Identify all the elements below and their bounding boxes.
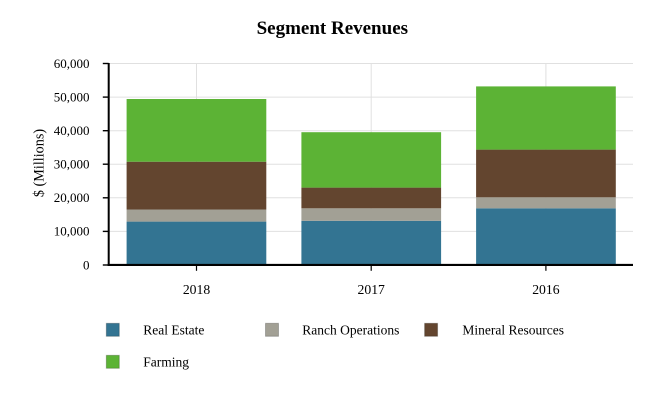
svg-text:Segment Revenues: Segment Revenues [257,18,408,39]
svg-text:20,000: 20,000 [54,190,90,205]
svg-text:0: 0 [83,257,90,272]
svg-text:60,000: 60,000 [54,56,90,71]
svg-text:Real Estate: Real Estate [143,322,204,337]
svg-text:2016: 2016 [532,282,560,297]
svg-text:50,000: 50,000 [54,89,90,104]
svg-text:10,000: 10,000 [54,224,90,239]
svg-text:$ (Millions): $ (Millions) [31,129,47,197]
svg-text:Farming: Farming [143,355,189,370]
svg-text:30,000: 30,000 [54,157,90,172]
svg-text:Ranch Operations: Ranch Operations [302,322,399,337]
svg-text:2017: 2017 [358,282,386,297]
svg-text:2018: 2018 [183,282,211,297]
svg-text:40,000: 40,000 [54,123,90,138]
svg-text:Mineral Resources: Mineral Resources [462,322,564,337]
